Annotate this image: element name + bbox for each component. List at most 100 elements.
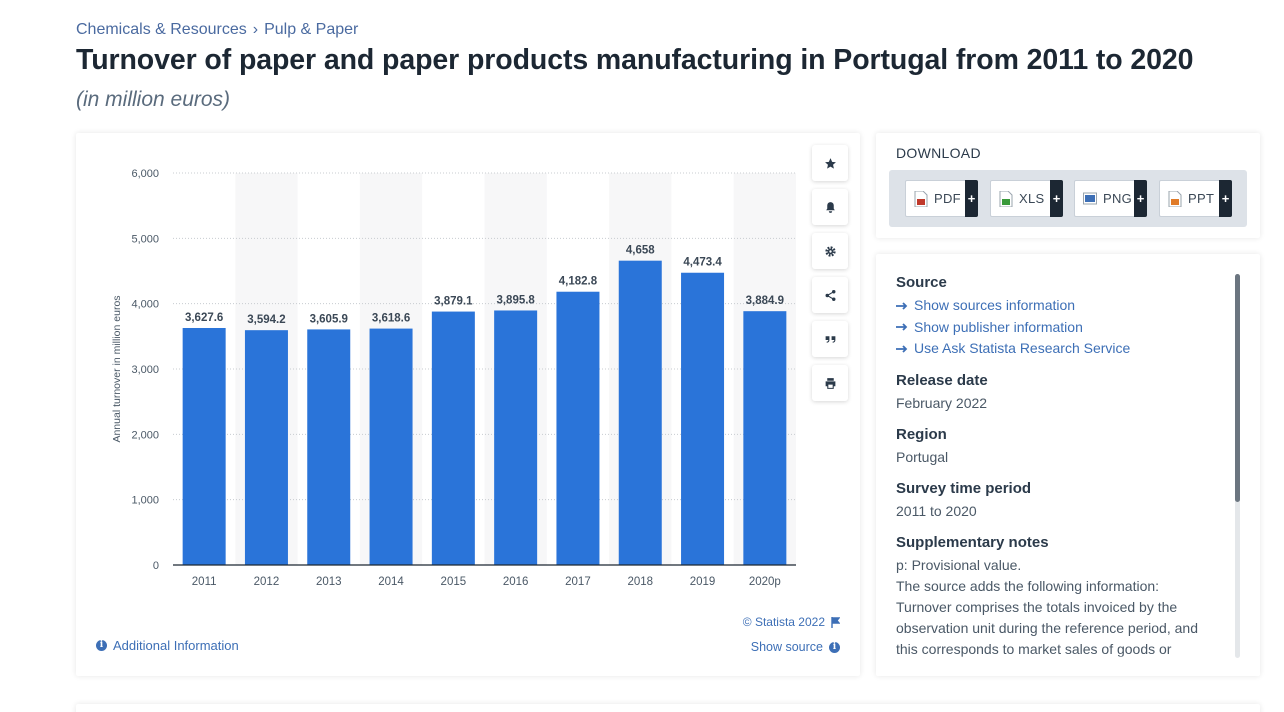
x-tick-label: 2018 [627, 576, 653, 588]
source-section: Source Show sources information Show pub… [896, 274, 1226, 360]
show-publisher-link[interactable]: Show publisher information [896, 317, 1226, 339]
survey-period-section: Survey time period 2011 to 2020 [896, 480, 1226, 522]
bar [431, 311, 475, 565]
plus-icon: + [1050, 180, 1063, 217]
plus-icon: + [1134, 180, 1147, 217]
settings-button[interactable] [812, 233, 848, 269]
print-button[interactable] [812, 365, 848, 401]
pdf-file-icon [914, 190, 928, 207]
chart-card: 0 1,000 2,000 3,000 4,000 5,000 6,000 Annual tu… [76, 133, 860, 676]
data-label: 4,473.4 [683, 257, 722, 269]
download-pdf-button[interactable]: PDF + [905, 180, 978, 217]
y-tick-label: 6,000 [131, 168, 159, 180]
additional-information-link[interactable]: i Additional Information [96, 638, 239, 653]
statistic-info-card: Source Show sources information Show pub… [876, 254, 1260, 676]
xls-file-icon [999, 190, 1013, 207]
bar [743, 311, 787, 565]
info-icon: i [96, 640, 107, 651]
download-png-label: PNG [1103, 191, 1133, 206]
next-section-card [76, 704, 1260, 712]
page-title: Turnover of paper and paper products man… [76, 44, 1194, 76]
arrow-right-icon [896, 302, 908, 310]
survey-period-heading: Survey time period [896, 479, 1032, 497]
bell-icon [825, 201, 835, 213]
survey-period-value: 2011 to 2020 [896, 502, 977, 519]
data-label: 3,895.8 [496, 294, 535, 306]
breadcrumb-separator: › [252, 21, 259, 38]
info-fade [876, 656, 1260, 676]
download-png-button[interactable]: PNG + [1074, 180, 1147, 217]
notes-line: observation unit during the reference pe… [896, 619, 1198, 636]
download-ppt-label: PPT [1188, 191, 1215, 206]
page-subtitle: (in million euros) [76, 88, 231, 111]
download-xls-button[interactable]: XLS + [990, 180, 1063, 217]
plus-icon: + [965, 180, 978, 217]
arrow-right-icon [896, 323, 908, 331]
scrollbar-thumb[interactable] [1235, 274, 1240, 502]
x-tick-label: 2016 [503, 576, 529, 588]
x-tick-label: 2012 [254, 576, 280, 588]
show-source-label: Show source [750, 640, 823, 654]
download-ppt-button[interactable]: PPT + [1159, 180, 1232, 217]
quote-icon [825, 335, 835, 343]
data-label: 4,182.8 [559, 276, 598, 288]
release-date-section: Release date February 2022 [896, 372, 1226, 414]
notes-section: Supplementary notes p: Provisional value… [896, 534, 1226, 660]
data-label: 3,594.2 [247, 314, 285, 326]
y-axis-label: Annual turnover in million euros [111, 295, 123, 442]
notification-button[interactable] [812, 189, 848, 225]
bar [556, 291, 600, 565]
y-tick-label: 4,000 [131, 299, 159, 311]
arrow-right-icon [896, 345, 908, 353]
ppt-file-icon [1168, 190, 1182, 207]
plus-icon: + [1219, 180, 1232, 217]
data-label: 3,618.6 [372, 313, 410, 325]
y-tick-label: 0 [153, 560, 159, 572]
gear-icon [824, 245, 836, 257]
ask-statista-label: Use Ask Statista Research Service [914, 340, 1131, 356]
data-label: 3,884.9 [746, 295, 784, 307]
download-bar: PDF + XLS + PNG + PPT + [889, 170, 1247, 227]
x-tick-label: 2014 [378, 576, 404, 588]
bar [369, 328, 413, 565]
download-pdf-label: PDF [934, 191, 961, 206]
x-tick-label: 2020p [749, 576, 781, 588]
share-button[interactable] [812, 277, 848, 313]
notes-heading: Supplementary notes [896, 533, 1049, 551]
download-card: DOWNLOAD PDF + XLS + PNG + PPT + [876, 133, 1260, 238]
breadcrumb-item-pulp-paper[interactable]: Pulp & Paper [264, 21, 359, 38]
info-scrollbar[interactable] [1235, 274, 1240, 658]
copyright-link[interactable]: © Statista 2022 [743, 615, 840, 629]
release-date-value: February 2022 [896, 394, 988, 411]
info-content: Source Show sources information Show pub… [896, 274, 1226, 672]
y-tick-label: 3,000 [131, 364, 159, 376]
show-publisher-label: Show publisher information [914, 318, 1083, 335]
notes-line: p: Provisional value. [896, 556, 1022, 573]
breadcrumb-item-chemicals[interactable]: Chemicals & Resources [76, 21, 247, 38]
ask-statista-link[interactable]: Use Ask Statista Research Service [896, 338, 1226, 360]
y-tick-label: 2,000 [131, 429, 159, 441]
bar [494, 310, 538, 565]
region-heading: Region [896, 425, 947, 443]
bar [182, 327, 226, 565]
flag-icon [831, 616, 840, 628]
png-file-icon [1083, 192, 1097, 204]
favorite-button[interactable] [812, 145, 848, 181]
show-sources-label: Show sources information [914, 297, 1076, 313]
data-label: 3,627.6 [185, 312, 223, 324]
y-tick-label: 5,000 [131, 233, 159, 245]
print-icon [825, 377, 835, 389]
bar-chart: 0 1,000 2,000 3,000 4,000 5,000 6,000 Annual tu… [111, 168, 796, 588]
data-label: 3,605.9 [310, 313, 348, 325]
show-sources-link[interactable]: Show sources information [896, 295, 1226, 317]
notes-line: The source adds the following informatio… [896, 577, 1160, 594]
share-icon [825, 289, 835, 301]
info-icon: i [829, 641, 840, 653]
cite-button[interactable] [812, 321, 848, 357]
region-section: Region Portugal [896, 426, 1226, 468]
x-tick-label: 2019 [690, 576, 716, 588]
show-source-link[interactable]: Show source i [751, 640, 840, 654]
data-label: 4,658 [626, 245, 655, 257]
download-heading: DOWNLOAD [896, 145, 981, 161]
notes-line: Turnover comprises the totals invoiced b… [896, 598, 1178, 615]
